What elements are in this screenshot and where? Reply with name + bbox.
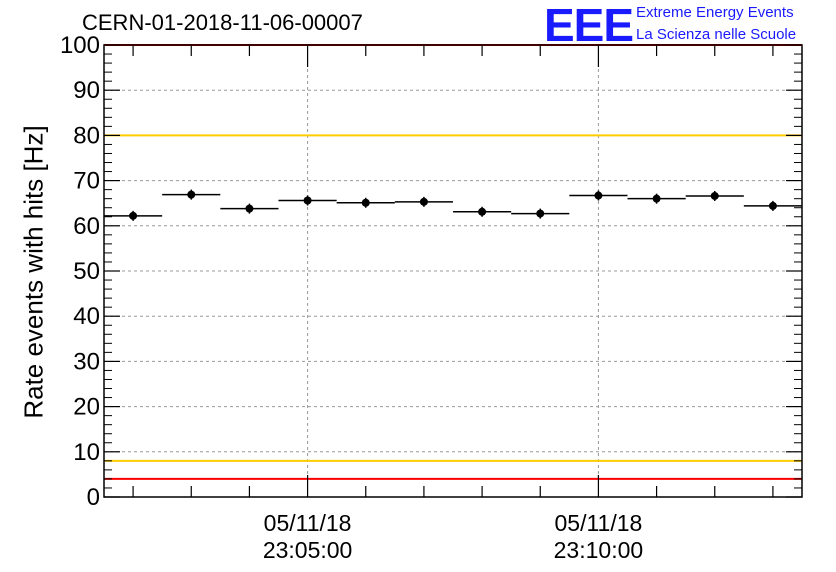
y-tick-label: 10 [73,439,100,466]
y-tick-label: 90 [73,77,100,104]
y-tick-label: 0 [87,484,100,511]
y-tick-labels: 0 10 20 30 40 50 60 70 80 90 100 [60,32,100,511]
data-point [768,201,777,210]
data-point [303,196,312,205]
axis-ticks [104,44,802,498]
x-tick-label-date: 05/11/18 [264,510,352,536]
x-tick-label-date: 05/11/18 [555,510,643,536]
y-tick-label: 70 [73,168,100,195]
data-point [129,211,138,220]
y-tick-label: 40 [73,303,100,330]
logo-line-1: Extreme Energy Events [636,4,794,21]
y-tick-label: 80 [73,122,100,149]
data-point [478,207,487,216]
data-point [419,197,428,206]
logo-line-2: La Scienza nelle Scuole [636,26,797,43]
y-tick-label: 20 [73,394,100,421]
data-point [361,198,370,207]
reference-lines [104,44,802,480]
chart-title: CERN-01-2018-11-06-00007 [82,10,363,35]
data-point [652,194,661,203]
data-point [245,204,254,213]
data-point [594,191,603,200]
data-point [710,191,719,200]
grid-lines [104,45,802,497]
y-tick-label: 30 [73,348,100,375]
y-tick-label: 50 [73,258,100,285]
x-tick-label-time: 23:10:00 [554,537,644,563]
x-tick-label-time: 23:05:00 [263,537,353,563]
data-point [536,209,545,218]
logo-mark: EEE [544,0,634,51]
y-tick-label: 100 [60,32,100,59]
y-tick-label: 60 [73,213,100,240]
data-points [104,189,802,221]
data-point [187,190,196,199]
